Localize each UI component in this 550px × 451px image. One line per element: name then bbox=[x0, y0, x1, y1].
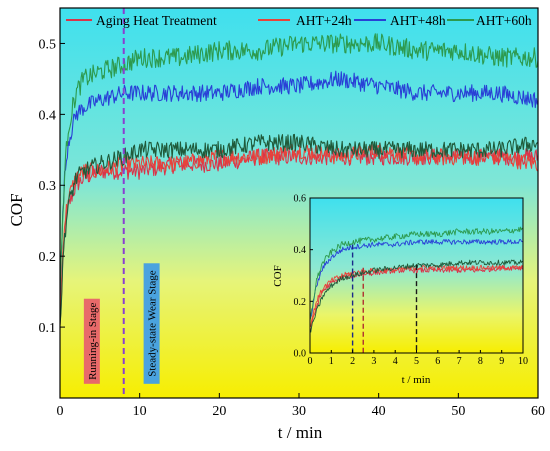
y-tick-label: 0.2 bbox=[294, 297, 307, 308]
x-axis-title: t / min bbox=[278, 423, 323, 442]
legend-item-aht-48h: AHT+48h bbox=[354, 13, 446, 28]
x-tick-label: 0 bbox=[308, 356, 313, 367]
inset-chart: 0 1 2 3 4 5 6 7 8 9 10 0.0 0.2 0.4 0.6 t / min COF bbox=[272, 194, 528, 387]
running-in-box bbox=[83, 298, 100, 384]
series-line bbox=[60, 142, 538, 319]
inset-vertical-lines bbox=[351, 244, 418, 353]
x-tick-label: 30 bbox=[292, 404, 306, 419]
series-line bbox=[310, 259, 523, 333]
x-tick-label: 20 bbox=[212, 404, 226, 419]
legend-label: Aging Heat Treatment bbox=[96, 13, 217, 28]
x-tick-label: 8 bbox=[478, 356, 483, 367]
x-tick-label: 3 bbox=[371, 356, 376, 367]
x-tick-label: 6 bbox=[435, 356, 440, 367]
inset-y-ticks: 0.0 0.2 0.4 0.6 bbox=[294, 194, 313, 360]
inset-series-group bbox=[310, 226, 523, 333]
y-tick-label: 0.4 bbox=[294, 245, 307, 256]
steady-state-box bbox=[143, 263, 160, 384]
x-tick-label: 1 bbox=[329, 356, 334, 367]
legend-label: AHT+24h bbox=[296, 13, 352, 28]
steady-state-annotation: Steady-state Wear Stage bbox=[143, 263, 160, 384]
y-axis-title: COF bbox=[7, 193, 26, 226]
legend: Aging Heat Treatment AHT+24h AHT+48h AHT… bbox=[66, 13, 532, 28]
x-tick-label: 50 bbox=[451, 404, 465, 419]
x-tick-label: 9 bbox=[499, 356, 504, 367]
x-tick-label: 5 bbox=[414, 356, 419, 367]
x-axis-ticks: 0 10 20 30 40 50 60 bbox=[57, 393, 545, 419]
y-tick-label: 0.5 bbox=[39, 37, 57, 52]
y-tick-label: 0.1 bbox=[39, 321, 57, 336]
y-tick-label: 0.4 bbox=[39, 108, 57, 123]
x-tick-label: 10 bbox=[133, 404, 147, 419]
y-tick-label: 0.0 bbox=[294, 349, 307, 360]
legend-item-aht-60h: AHT+60h bbox=[447, 13, 532, 28]
series-line bbox=[310, 238, 523, 320]
legend-item-aging-heat-treatment: Aging Heat Treatment bbox=[66, 13, 217, 28]
steady-state-label: Steady-state Wear Stage bbox=[147, 270, 159, 377]
legend-label: AHT+48h bbox=[390, 13, 446, 28]
legend-item-aht-24h: AHT+24h bbox=[258, 13, 352, 28]
x-tick-label: 7 bbox=[457, 356, 462, 367]
main-series-group bbox=[60, 33, 538, 326]
x-tick-label: 40 bbox=[372, 404, 386, 419]
x-tick-label: 60 bbox=[531, 404, 545, 419]
stage-annotations: Running-in Stage Steady-state Wear Stage bbox=[83, 263, 160, 384]
series-line bbox=[60, 33, 538, 294]
y-tick-label: 0.2 bbox=[39, 250, 57, 265]
x-tick-label: 0 bbox=[57, 404, 64, 419]
y-tick-label: 0.6 bbox=[294, 194, 307, 205]
running-in-label: Running-in Stage bbox=[87, 303, 99, 380]
legend-label: AHT+60h bbox=[476, 13, 532, 28]
running-in-annotation: Running-in Stage bbox=[83, 298, 100, 384]
inset-x-axis-title: t / min bbox=[402, 374, 431, 386]
x-tick-label: 2 bbox=[350, 356, 355, 367]
y-axis-ticks: 0.1 0.2 0.3 0.4 0.5 bbox=[39, 37, 65, 336]
x-tick-label: 4 bbox=[393, 356, 398, 367]
series-line bbox=[60, 133, 538, 326]
x-tick-label: 10 bbox=[518, 356, 528, 367]
y-tick-label: 0.3 bbox=[39, 179, 57, 194]
inset-x-ticks: 0 1 2 3 4 5 6 7 8 9 10 bbox=[308, 350, 528, 367]
inset-y-axis-title: COF bbox=[272, 265, 284, 286]
series-line bbox=[60, 70, 538, 297]
series-line bbox=[310, 226, 523, 321]
